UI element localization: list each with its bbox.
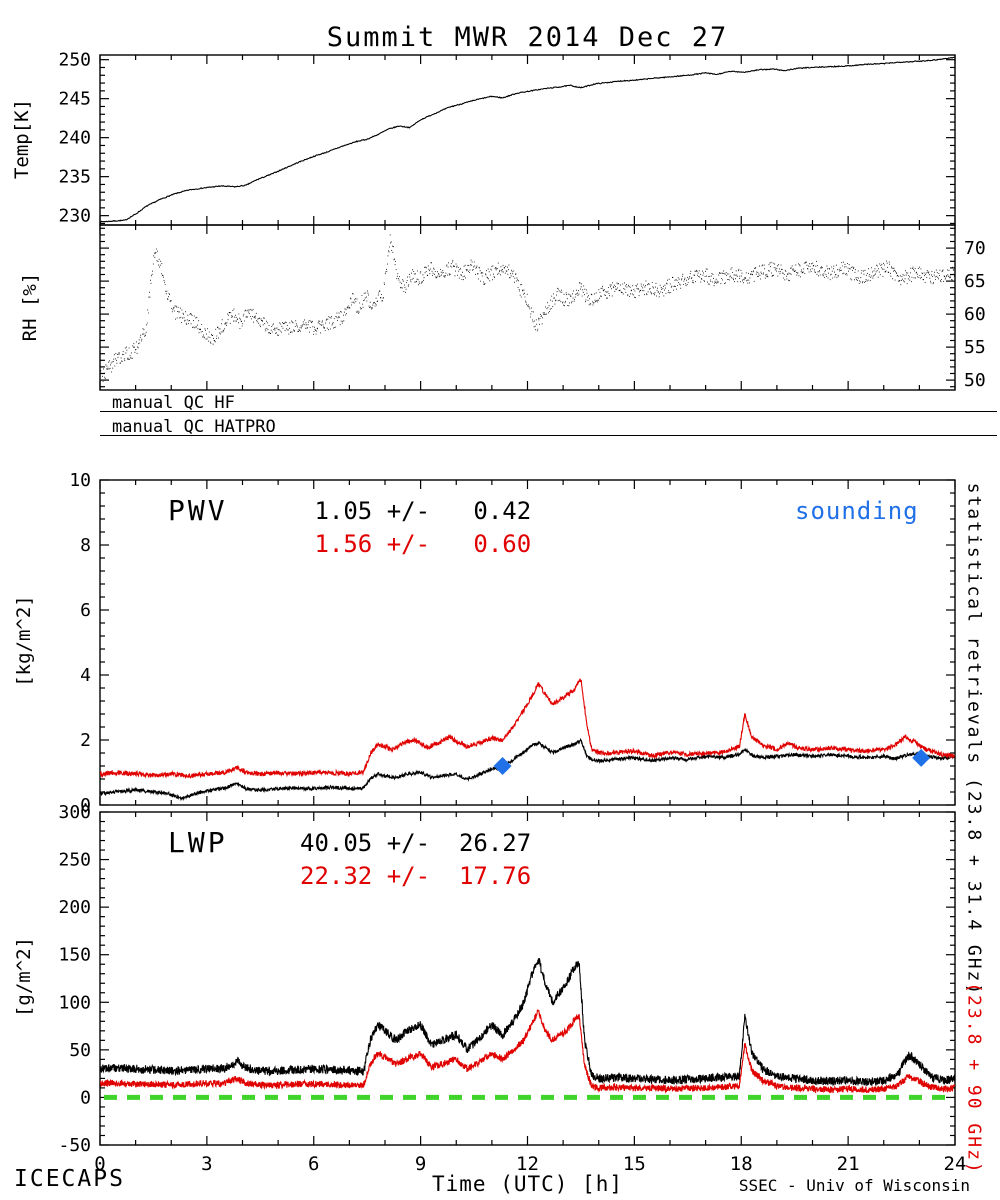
time-axis-label: Time (UTC) [h] — [431, 1172, 623, 1196]
pwv-panel-label: PWV — [168, 494, 228, 527]
svg-text:8: 8 — [80, 535, 91, 556]
svg-text:2: 2 — [80, 730, 91, 751]
svg-text:50: 50 — [69, 1040, 91, 1061]
svg-text:0: 0 — [94, 1153, 105, 1175]
svg-text:300: 300 — [58, 802, 91, 823]
svg-text:245: 245 — [58, 89, 91, 110]
pwv-stat-hatpro: 1.56 +/- 0.60 — [300, 530, 532, 558]
svg-text:24: 24 — [944, 1153, 967, 1175]
svg-text:250: 250 — [58, 50, 91, 71]
svg-text:100: 100 — [58, 992, 91, 1013]
svg-text:0: 0 — [80, 795, 91, 816]
svg-text:60: 60 — [964, 304, 986, 325]
svg-text:-50: -50 — [58, 1135, 91, 1156]
svg-text:15: 15 — [623, 1153, 646, 1175]
icecaps-label: ICECAPS — [14, 1166, 125, 1192]
svg-text:9: 9 — [415, 1153, 426, 1175]
chart-title: Summit MWR 2014 Dec 27 — [326, 22, 729, 53]
svg-text:21: 21 — [837, 1153, 860, 1175]
svg-text:240: 240 — [58, 128, 91, 149]
svg-text:18: 18 — [730, 1153, 753, 1175]
svg-text:50: 50 — [964, 370, 986, 391]
qc-hatpro-divider — [100, 435, 997, 436]
svg-text:10: 10 — [69, 470, 91, 491]
svg-text:230: 230 — [58, 206, 91, 227]
lwp-stat-hf: 40.05 +/- 26.27 — [300, 829, 532, 857]
svg-text:55: 55 — [964, 337, 986, 358]
svg-text:4: 4 — [80, 665, 91, 686]
lwp-panel-label: LWP — [168, 826, 228, 859]
svg-text:6: 6 — [308, 1153, 319, 1175]
svg-text:250: 250 — [58, 850, 91, 871]
svg-text:3: 3 — [201, 1153, 212, 1175]
sounding-legend-label: sounding — [795, 497, 919, 525]
svg-text:12: 12 — [516, 1153, 539, 1175]
svg-text:70: 70 — [964, 238, 986, 259]
ssec-credit-label: SSEC - Univ of Wisconsin — [738, 1176, 970, 1195]
qc-hf-divider — [100, 411, 997, 412]
sounding-diamond-marker — [912, 748, 931, 767]
right-axis-label-secondary: (23.8 + 90 GHz) — [963, 982, 985, 1175]
manual-qc-hf-label: manual QC HF — [112, 393, 235, 413]
pwv-stat-hf: 1.05 +/- 0.42 — [300, 497, 532, 525]
svg-text:200: 200 — [58, 897, 91, 918]
lwp-y-axis-label: [g/m^2] — [13, 936, 35, 1018]
lwp-stat-hatpro: 22.32 +/- 17.76 — [300, 862, 532, 890]
pwv-y-axis-label: [kg/m^2] — [13, 595, 35, 687]
manual-qc-hatpro-label: manual QC HATPRO — [112, 417, 276, 437]
svg-text:150: 150 — [58, 945, 91, 966]
svg-text:0: 0 — [80, 1087, 91, 1108]
svg-text:235: 235 — [58, 167, 91, 188]
sounding-diamond-marker — [493, 757, 512, 775]
rh-y-axis-label: RH [%] — [19, 272, 41, 342]
svg-text:6: 6 — [80, 600, 91, 621]
svg-text:65: 65 — [964, 271, 986, 292]
